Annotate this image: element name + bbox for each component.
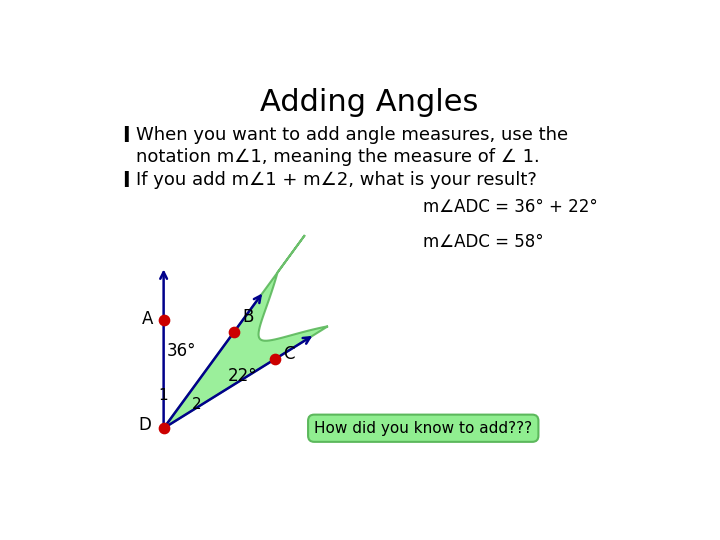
- Text: C: C: [283, 345, 294, 363]
- Text: Adding Angles: Adding Angles: [260, 88, 478, 117]
- Text: A: A: [141, 310, 153, 328]
- Point: [269, 355, 281, 363]
- Point: [228, 327, 240, 336]
- Text: 36°: 36°: [166, 342, 196, 360]
- Text: m∠ADC = 36° + 22°: m∠ADC = 36° + 22°: [423, 198, 598, 216]
- Text: If you add m∠1 + m∠2, what is your result?: If you add m∠1 + m∠2, what is your resul…: [137, 171, 537, 189]
- Text: How did you know to add???: How did you know to add???: [314, 421, 532, 436]
- Point: [158, 316, 169, 325]
- Text: 22°: 22°: [228, 367, 258, 384]
- Text: l: l: [122, 171, 130, 191]
- Text: When you want to add angle measures, use the: When you want to add angle measures, use…: [137, 126, 569, 144]
- Text: D: D: [138, 416, 151, 434]
- Text: 1: 1: [158, 388, 168, 403]
- Point: [158, 424, 169, 433]
- Text: B: B: [242, 307, 253, 326]
- Polygon shape: [163, 235, 328, 428]
- Text: notation m∠1, meaning the measure of ∠ 1.: notation m∠1, meaning the measure of ∠ 1…: [137, 148, 540, 166]
- Text: l: l: [122, 126, 130, 146]
- Text: 2: 2: [192, 397, 202, 412]
- Text: m∠ADC = 58°: m∠ADC = 58°: [423, 233, 544, 251]
